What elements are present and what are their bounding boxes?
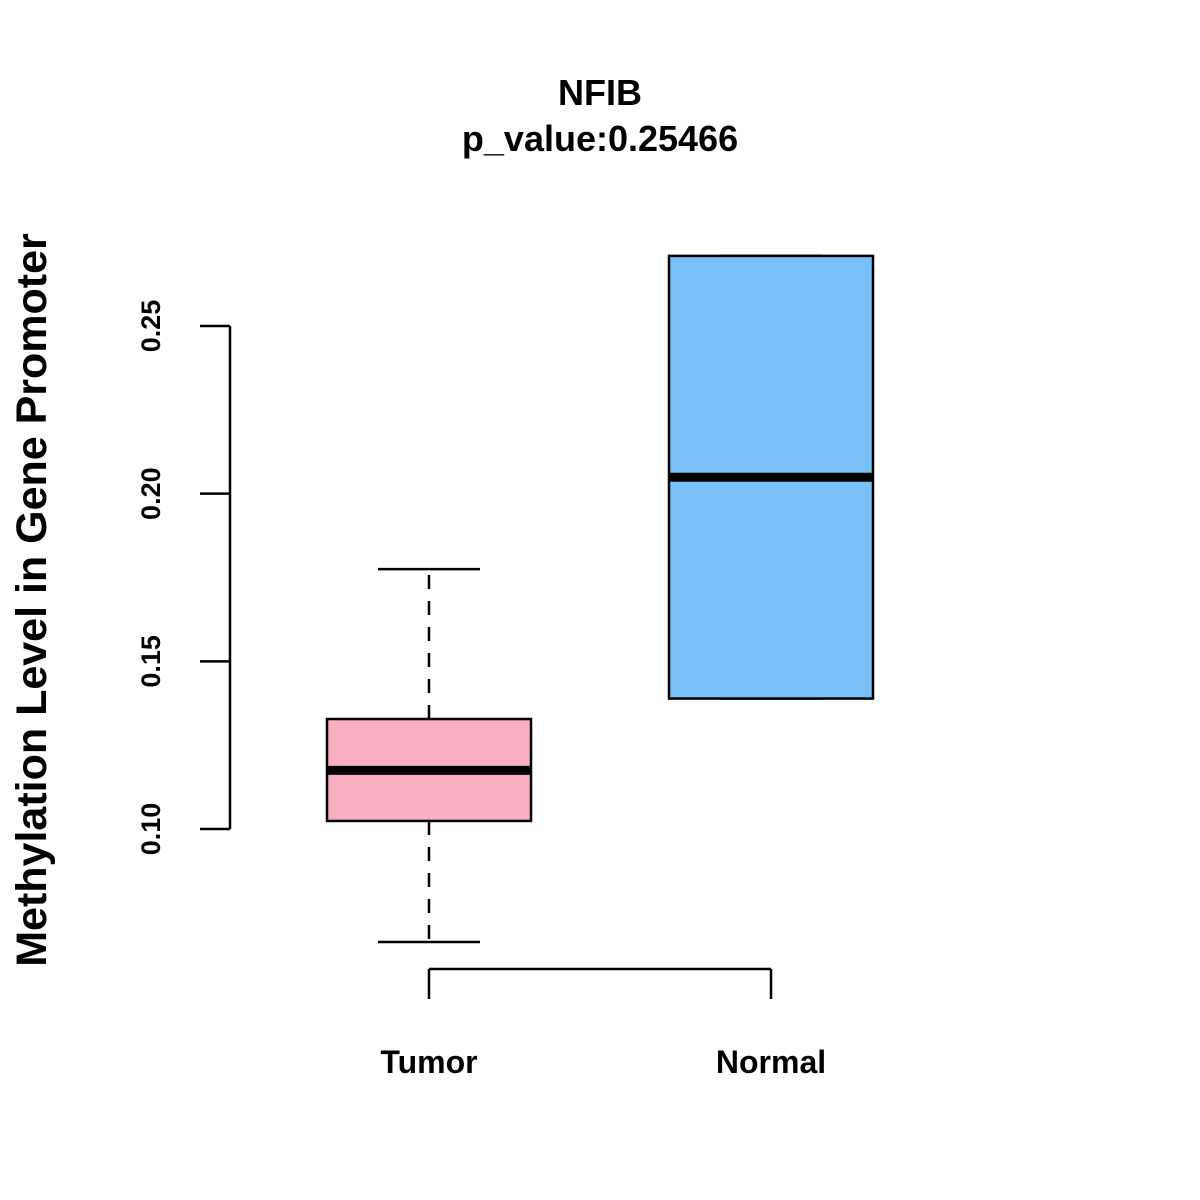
- x-tick-label: Tumor: [380, 1044, 477, 1080]
- y-tick-label: 0.20: [136, 467, 166, 520]
- y-axis: 0.10 0.15 0.20 0.25: [136, 300, 232, 856]
- x-axis: Tumor Normal: [380, 967, 826, 1080]
- chart-title: NFIB: [558, 72, 642, 113]
- box-tumor: [325, 567, 533, 944]
- y-tick-label: 0.10: [136, 803, 166, 856]
- box-normal: [667, 254, 875, 700]
- x-tick-label: Normal: [716, 1044, 826, 1080]
- y-tick-label: 0.25: [136, 300, 166, 353]
- y-tick-label: 0.15: [136, 635, 166, 688]
- boxes: [325, 254, 875, 944]
- y-axis-label: Methylation Level in Gene Promoter: [8, 233, 56, 967]
- chart-subtitle: p_value:0.25466: [462, 118, 738, 159]
